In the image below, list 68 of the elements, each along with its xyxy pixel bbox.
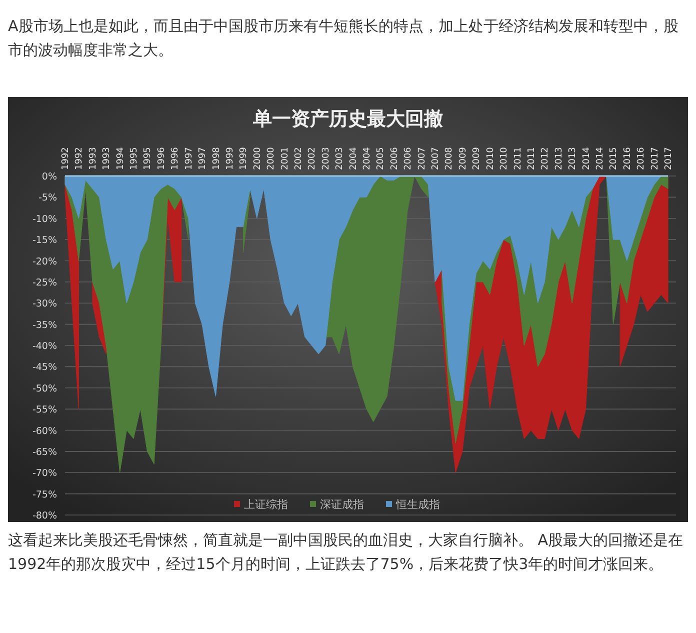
x-tick-label: 2014 — [595, 146, 606, 170]
x-tick-label: 1995 — [130, 147, 140, 170]
x-tick-label: 2011 — [513, 147, 524, 170]
x-tick-label: 2015 — [609, 147, 620, 170]
x-tick-label: 2011 — [526, 147, 537, 170]
x-tick-label: 2000 — [252, 146, 263, 170]
y-tick-label: -75% — [32, 489, 57, 500]
x-tick-label: 1997 — [198, 147, 208, 170]
y-tick-label: -25% — [32, 277, 57, 288]
x-tick-label: 2017 — [664, 147, 674, 170]
x-tick-label: 2013 — [554, 147, 564, 170]
x-tick-label: 2014 — [582, 146, 592, 170]
text: A股市场上也是如此，而且由于中国股市历来有牛短熊长的特点，加上处于经济结构发展和转型中，股市的波动幅度非常之大。 — [8, 16, 680, 61]
y-tick-label: -80% — [32, 510, 57, 522]
x-tick-label: 2016 — [622, 146, 633, 170]
y-tick-label: -15% — [32, 235, 57, 246]
x-tick-label: 1992 — [74, 147, 85, 170]
x-tick-label: 1996 — [156, 146, 167, 170]
y-tick-label: -65% — [32, 446, 57, 458]
x-tick-label: 2003 — [335, 147, 346, 170]
x-tick-label: 2017 — [650, 147, 660, 170]
x-tick-label: 2003 — [321, 147, 332, 170]
x-tick-label: 1997 — [184, 147, 194, 170]
y-tick-label: -35% — [32, 320, 57, 331]
x-tick-label: 1999 — [239, 146, 250, 170]
x-tick-label: 2004 — [348, 146, 359, 170]
x-tick-label: 1993 — [88, 147, 98, 170]
legend-label: 恒生成指 — [395, 498, 440, 511]
x-tick-label: 2013 — [568, 147, 578, 170]
x-tick-label: 2000 — [266, 146, 277, 170]
x-tick-label: 2004 — [362, 146, 372, 170]
x-tick-label: 1995 — [143, 147, 154, 170]
x-tick-label: 2007 — [417, 147, 428, 170]
x-tick-label: 2001 — [280, 147, 290, 170]
x-tick-label: 2006 — [404, 146, 414, 170]
x-tick-label: 1999 — [225, 146, 236, 170]
x-tick-label: 2012 — [540, 147, 551, 170]
x-tick-label: 1996 — [170, 146, 181, 170]
x-tick-label: 1994 — [116, 146, 126, 170]
y-tick-label: -20% — [32, 256, 57, 268]
y-tick-label: -60% — [32, 426, 57, 437]
x-tick-label: 2016 — [636, 146, 647, 170]
y-tick-label: -10% — [32, 214, 57, 225]
x-tick-label: 1998 — [212, 146, 222, 170]
y-tick-label: -40% — [32, 341, 57, 352]
y-tick-label: -70% — [32, 468, 57, 480]
x-tick-label: 2005 — [376, 147, 386, 170]
y-tick-label: -50% — [32, 383, 57, 394]
legend-label: 深证成指 — [320, 498, 364, 511]
y-tick-label: -55% — [32, 404, 57, 416]
x-tick-label: 2006 — [390, 146, 400, 170]
x-tick-label: 2010 — [486, 146, 496, 170]
y-tick-label: -5% — [38, 192, 57, 204]
x-tick-label: 2002 — [308, 147, 318, 170]
text: 这看起来比美股还毛骨悚然，简直就是一副中国股民的血泪史，大家自行脑补。 A股最大的回撤还是在1992年的那次股灾中，经过15个月的时间，上证跌去了75%，后来花费了快3年的时间才涨回来。 — [8, 530, 684, 575]
y-tick-label: -30% — [32, 298, 57, 310]
y-tick-label: 0% — [42, 172, 57, 182]
x-tick-label: 1993 — [102, 147, 112, 170]
y-tick-label: -45% — [32, 362, 57, 374]
x-tick-label: 1992 — [61, 147, 71, 170]
chart-title: 单一资产历史最大回撤 — [252, 108, 443, 130]
x-tick-label: 2009 — [458, 146, 468, 170]
x-tick-label: 2008 — [444, 146, 455, 170]
x-tick-label: 2010 — [500, 146, 510, 170]
x-tick-label: 2007 — [431, 147, 442, 170]
legend-label: 上证综指 — [244, 498, 288, 511]
x-tick-label: 2009 — [472, 146, 482, 170]
x-tick-label: 2002 — [294, 147, 304, 170]
